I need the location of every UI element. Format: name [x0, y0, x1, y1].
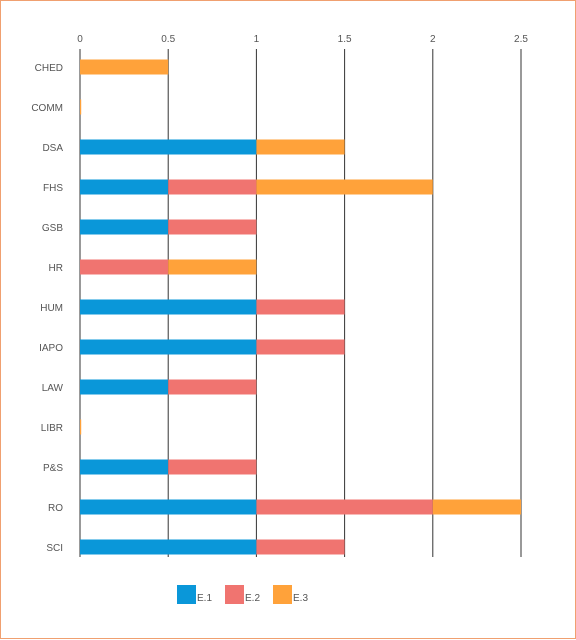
bar-segment-e1-hum: [80, 299, 257, 315]
bar-segment-e3-dsa: [256, 139, 345, 155]
category-label: LAW: [42, 383, 64, 394]
category-label: IAPO: [39, 343, 63, 354]
legend-label: E.3: [293, 593, 308, 604]
bar-segment-e3-comm: [80, 99, 82, 115]
legend-label: E.2: [245, 593, 260, 604]
x-tick-label: 2.5: [514, 34, 528, 45]
bar-segment-e3-hr: [168, 259, 257, 275]
bar-segment-e2-gsb: [168, 219, 257, 235]
category-label: P&S: [43, 463, 63, 474]
bar-segment-e2-fhs: [168, 179, 257, 195]
category-label: HUM: [40, 303, 63, 314]
bar-segment-e1-fhs: [80, 179, 169, 195]
legend-swatch: [225, 585, 244, 604]
x-tick-label: 0: [77, 34, 83, 45]
x-tick-label: 1.5: [338, 34, 352, 45]
category-label: SCI: [46, 543, 63, 554]
bar-segment-e1-ro: [80, 499, 257, 515]
category-label: LIBR: [41, 423, 63, 434]
bar-segment-e2-pands: [168, 459, 257, 475]
bar-segment-e1-gsb: [80, 219, 169, 235]
bar-segment-e1-sci: [80, 539, 257, 555]
category-label: FHS: [43, 183, 63, 194]
bar-segment-e1-dsa: [80, 139, 257, 155]
bar-segment-e2-hum: [256, 299, 345, 315]
bar-segment-e3-ro: [432, 499, 521, 515]
x-tick-label: 1: [254, 34, 260, 45]
bar-segment-e2-hr: [80, 259, 169, 275]
x-tick-label: 0.5: [161, 34, 175, 45]
category-label: GSB: [42, 223, 63, 234]
category-label: COMM: [31, 103, 63, 114]
legend-label: E.1: [197, 593, 212, 604]
category-label: HR: [49, 263, 63, 274]
x-axis-ticks: 0 0.5 1 1.5 2 2.5: [77, 34, 528, 45]
category-label: DSA: [42, 143, 63, 154]
x-tick-label: 2: [430, 34, 436, 45]
legend-swatch: [177, 585, 196, 604]
category-label: CHED: [35, 63, 63, 74]
bar-segment-e3-ched: [80, 59, 169, 75]
bars: [80, 59, 521, 555]
bar-segment-e2-law: [168, 379, 257, 395]
bar-segment-e1-pands: [80, 459, 169, 475]
bar-segment-e3-libr: [80, 419, 82, 435]
bar-segment-e2-iapo: [256, 339, 345, 355]
bar-segment-e1-iapo: [80, 339, 257, 355]
legend: E.1 E.2 E.3: [177, 585, 308, 604]
legend-swatch: [273, 585, 292, 604]
category-labels: CHED COMM DSA FHS GSB HR HUM IAPO LAW LIBR P&S RO SC…: [31, 63, 63, 554]
bar-segment-e2-sci: [256, 539, 345, 555]
bar-segment-e3-fhs: [256, 179, 433, 195]
bar-segment-e2-ro: [256, 499, 433, 515]
bar-segment-e1-law: [80, 379, 169, 395]
category-label: RO: [48, 503, 63, 514]
